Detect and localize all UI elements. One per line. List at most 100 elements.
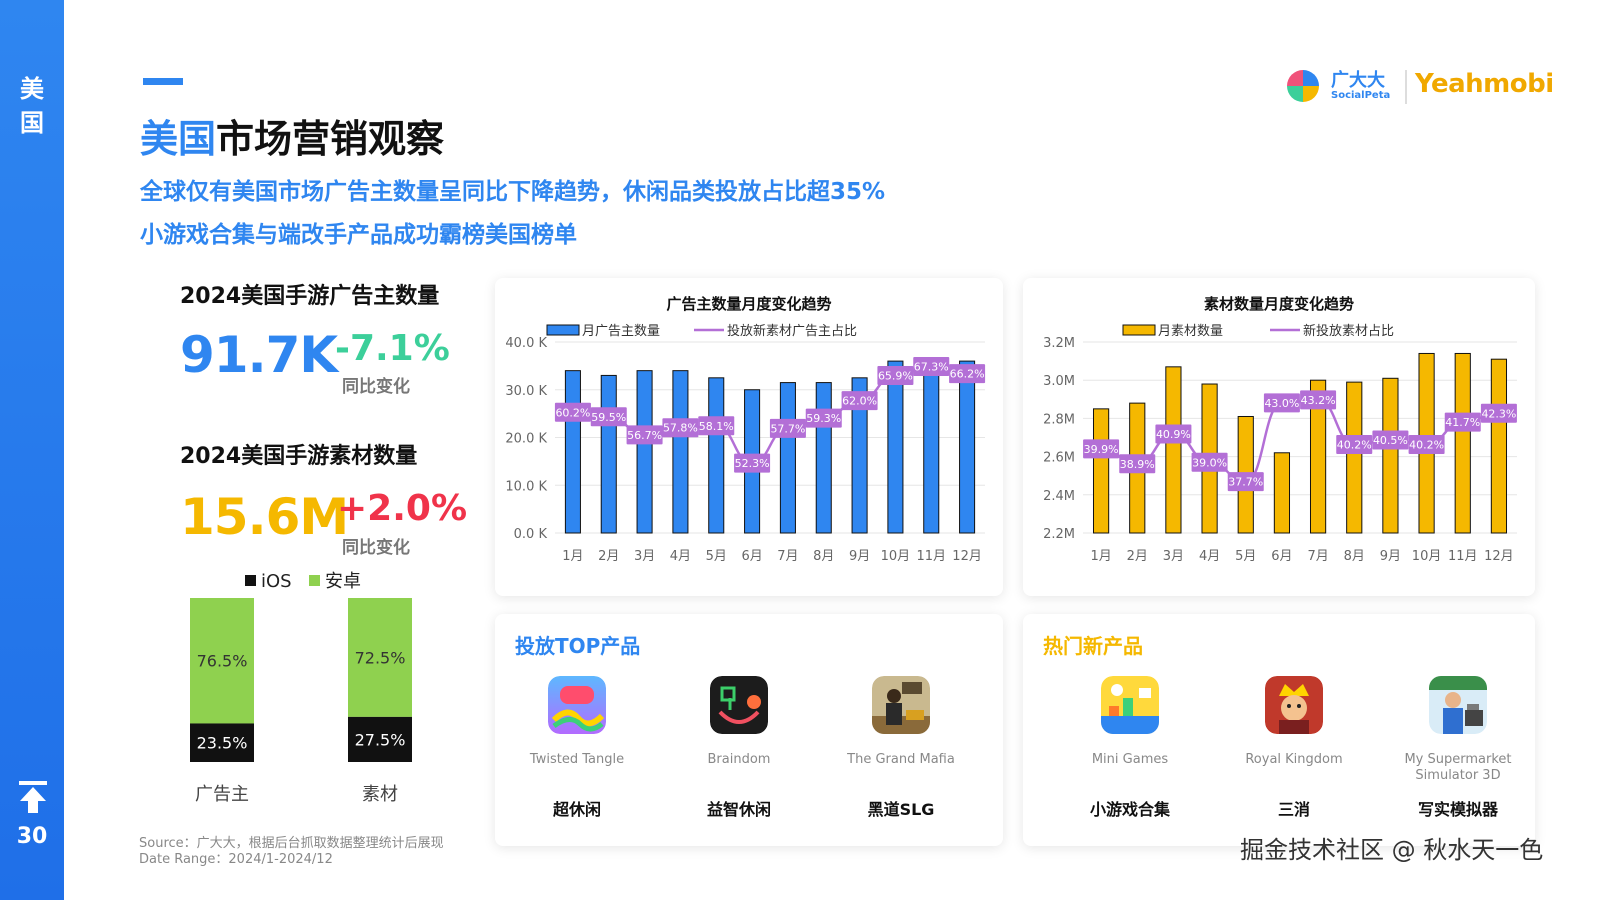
bar [1454,352,1471,534]
data-label: 41.7% [1445,416,1480,429]
y-tick-label: 20.0 K [505,432,547,447]
data-label: 40.2% [1409,438,1444,451]
data-label-ios: 23.5% [197,734,248,753]
product-name: My Supermarket Simulator 3D [1404,752,1512,783]
product-item[interactable]: Royal Kingdom 三消 [1219,676,1369,819]
page-number: 30 [16,824,48,849]
x-tick-label: 11月 [916,549,946,564]
grand-mafia-icon [872,676,930,734]
product-category: 写实模拟器 [1417,800,1498,819]
data-label: 42.3% [1481,407,1516,420]
title-rest: 市场营销观察 [216,117,445,161]
legend-swatch-bar [1122,324,1156,336]
data-label: 39.9% [1084,443,1119,456]
subtitle-2: 小游戏合集与端改手产品成功霸榜美国榜单 [140,222,577,248]
data-label: 40.2% [1337,438,1372,451]
data-label-box [1263,393,1300,413]
data-label-box [1155,424,1192,444]
y-tick-label: 2.6M [1043,451,1075,466]
y-tick-label: 2.4M [1043,489,1075,504]
back-to-top-icon[interactable] [18,780,48,814]
data-label-box [1119,454,1156,474]
data-label: 66.2% [950,368,985,381]
data-label: 56.7% [627,429,662,442]
legend-swatch-ios [245,575,256,586]
product-name: Twisted Tangle [529,752,625,767]
supermarket-simulator-icon [1429,676,1487,734]
product-item[interactable]: Twisted Tangle 超休闲 [502,676,652,819]
data-label: 59.5% [591,411,626,424]
bar [1382,377,1399,534]
bar-android [190,598,254,724]
product-item[interactable]: My Supermarket Simulator 3D 写实模拟器 [1383,676,1533,819]
legend-swatch-bar [546,324,580,336]
data-label: 39.0% [1192,456,1227,469]
socialpeta-subname: SocialPeta [1331,90,1391,101]
legend-label-android: 安卓 [325,571,361,592]
category-label: 广告主 [195,784,249,805]
creative-yoy-label: 同比变化 [342,538,410,558]
bar [636,370,653,534]
legend-label-line: 投放新素材广告主占比 [727,323,857,339]
product-item[interactable]: The Grand Mafia 黑道SLG [826,676,976,819]
creative-yoy-value: +2.0% [337,488,468,529]
data-label-box [662,418,699,438]
data-label-android: 72.5% [355,648,406,667]
x-tick-label: 9月 [1380,549,1401,564]
product-category: 黑道SLG [867,800,935,819]
bar [923,362,940,534]
x-tick-label: 5月 [706,549,727,564]
y-tick-label: 3.2M [1043,336,1075,351]
x-tick-label: 6月 [1271,549,1292,564]
bar [1092,408,1110,534]
data-label-box [913,357,950,377]
watermark: 掘金技术社区 @ 秋水天一色 [1240,836,1544,864]
data-label: 57.7% [770,422,805,435]
legend-label-ios: iOS [261,571,292,592]
y-tick-label: 30.0 K [505,384,547,399]
new-products-title: 热门新产品 [1043,634,1143,658]
x-tick-label: 11月 [1448,549,1478,564]
source-text: Source：广大大，根据后台抓取数据整理统计后展现 [139,836,444,851]
data-label-box [1300,390,1337,410]
data-label: 57.8% [663,422,698,435]
data-label-ios: 27.5% [355,730,406,749]
data-label-box [734,453,771,473]
data-label-box [841,391,878,411]
bar [600,374,617,534]
data-label: 62.0% [842,395,877,408]
data-label-box [590,407,627,427]
data-label: 40.5% [1373,434,1408,447]
bar [672,370,689,534]
brand-logo: 广大大 SocialPeta Yeahmobi [1285,66,1554,110]
product-category: 小游戏合集 [1089,800,1170,819]
bar [1490,358,1508,534]
category-label: 素材 [362,784,398,805]
logo-divider [1405,70,1407,104]
data-label-box [877,366,914,386]
x-tick-label: 2月 [1127,549,1148,564]
braindom-icon [710,676,768,734]
data-label-android: 76.5% [197,652,248,671]
x-tick-label: 6月 [741,549,762,564]
x-tick-label: 9月 [849,549,870,564]
bar [1346,381,1363,534]
data-label-box [698,416,735,436]
date-range-text: Date Range：2024/1-2024/12 [139,852,333,867]
data-label-box [1480,403,1517,423]
x-tick-label: 10月 [881,549,911,564]
y-tick-label: 2.8M [1043,412,1075,427]
x-tick-label: 3月 [634,549,655,564]
data-label: 59.3% [806,412,841,425]
bar [887,360,904,534]
subtitle-1: 全球仅有美国市场广告主数量呈同比下降趋势，休闲品类投放占比超35% [140,179,886,205]
y-tick-label: 40.0 K [505,336,547,351]
data-label: 43.0% [1264,397,1299,410]
chart-title: 素材数量月度变化趋势 [1204,295,1354,313]
top-products-card: 投放TOP产品 Twisted Tangle 超休闲 Braindom 益智休闲 [495,614,1003,846]
product-item[interactable]: Mini Games 小游戏合集 [1055,676,1205,819]
product-item[interactable]: Braindom 益智休闲 [664,676,814,819]
source-note: Source：广大大，根据后台抓取数据整理统计后展现 Date Range：20… [139,836,444,868]
data-label-box [626,425,663,445]
y-tick-label: 0.0 K [514,527,548,542]
